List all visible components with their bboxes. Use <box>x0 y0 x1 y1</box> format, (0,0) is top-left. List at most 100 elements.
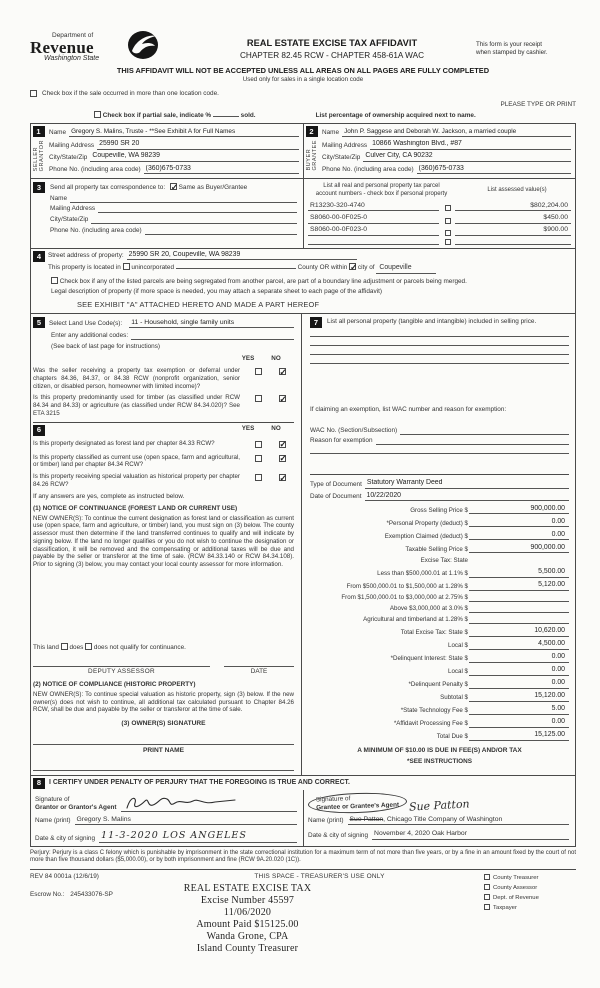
seller-csz-field[interactable]: Coupeville, WA 98239 <box>90 152 299 162</box>
same-as-buyer-checkbox[interactable] <box>169 182 178 192</box>
no-checkbox[interactable] <box>278 439 287 450</box>
tax-line-value[interactable]: 5,500.00 <box>469 568 569 578</box>
yes-checkbox[interactable] <box>254 395 262 403</box>
doc-date-field[interactable]: 10/22/2020 <box>364 492 569 502</box>
tax-line-value[interactable]: 0.00 <box>469 531 569 541</box>
please-type-or-print: PLEASE TYPE OR PRINT <box>500 100 576 108</box>
buyer-address-label: Mailing Address <box>322 141 368 149</box>
buyer-csz-field[interactable]: Culver City, CA 90232 <box>363 152 571 162</box>
no-checkbox[interactable] <box>278 453 287 464</box>
multi-location-checkbox[interactable] <box>30 89 37 97</box>
yes-checkbox[interactable] <box>254 368 262 376</box>
tax-line-value[interactable]: 5.00 <box>469 705 569 716</box>
tax-line-value[interactable]: 0.00 <box>469 518 569 528</box>
tax-line-value[interactable]: 0.00 <box>469 653 569 663</box>
land-use-field[interactable]: 11 - Household, single family units <box>129 319 294 329</box>
grantee-date-city-field[interactable]: November 4, 2020 Oak Harbor <box>372 830 569 840</box>
no-checkbox[interactable] <box>278 394 287 405</box>
parcels-box: List all real and personal property tax … <box>303 179 575 248</box>
buyer-address-field[interactable]: 10866 Washington Blvd., #87 <box>370 140 571 150</box>
no-header: NO <box>271 355 281 363</box>
city-field[interactable]: Coupeville <box>376 264 437 275</box>
assessed-value-field[interactable]: $802,204.00 <box>455 202 571 212</box>
tax-line-value[interactable]: 15,125.00 <box>469 731 569 742</box>
grantor-date-city-field[interactable]: 11-3-2020 LOS ANGELES <box>99 830 297 843</box>
grantor-name-print-field[interactable]: Gregory S. Malins <box>74 816 297 826</box>
tax-line-value[interactable] <box>469 600 569 602</box>
unincorporated-checkbox[interactable] <box>122 263 130 271</box>
does-checkbox[interactable] <box>60 642 68 650</box>
tax-line-value[interactable]: 0.00 <box>469 718 569 729</box>
print-name-line[interactable] <box>33 762 294 771</box>
buyer-name-field[interactable]: John P. Saggese and Deborah W. Jackson, … <box>342 128 571 138</box>
street-address-field[interactable]: 25990 SR 20, Coupeville, WA 98239 <box>126 251 357 261</box>
tax-line-value[interactable]: 900,000.00 <box>469 505 569 515</box>
doc-type-field[interactable]: Statutory Warranty Deed <box>364 479 569 490</box>
county-treasurer-checkbox[interactable] <box>484 874 490 881</box>
wac-field[interactable] <box>400 433 569 435</box>
personal-property-checkbox[interactable] <box>445 238 451 245</box>
segregated-checkbox[interactable] <box>51 277 58 285</box>
personal-property-checkbox[interactable] <box>445 217 451 224</box>
tax-line-label: Subtotal $ <box>440 694 468 702</box>
corr-phone-field[interactable] <box>144 233 297 235</box>
assessed-value-field[interactable]: $450.00 <box>455 214 571 224</box>
additional-codes-field[interactable] <box>131 339 294 341</box>
seller-address-field[interactable]: 25990 SR 20 <box>97 140 299 150</box>
personal-property-line[interactable] <box>310 355 569 365</box>
tax-line-value[interactable]: 5,120.00 <box>469 581 569 591</box>
parcel-number-field[interactable]: S8060-00-0F025-0 <box>308 214 439 224</box>
grantee-name-print-field[interactable]: Sue Patton, Chicago Title Company of Was… <box>347 816 569 826</box>
reason-field[interactable] <box>375 444 569 446</box>
tax-line-value[interactable]: 10,620.00 <box>469 627 569 637</box>
does-not-checkbox[interactable] <box>85 642 93 650</box>
assessor-date-line[interactable]: DATE <box>224 665 294 676</box>
dept-of-revenue-checkbox[interactable] <box>484 894 490 901</box>
tax-line-value[interactable]: 900,000.00 <box>469 544 569 554</box>
tax-line-value[interactable] <box>469 622 569 624</box>
tax-line-value[interactable]: 0.00 <box>469 666 569 677</box>
corr-name-field[interactable] <box>70 201 297 203</box>
tax-line-value[interactable]: 15,120.00 <box>469 692 569 703</box>
no-checkbox[interactable] <box>278 367 287 377</box>
tax-line-value[interactable] <box>469 611 569 613</box>
personal-property-checkbox[interactable] <box>445 205 451 212</box>
parcel-number-field[interactable]: R13230-320-4740 <box>308 202 439 212</box>
seller-phone-field[interactable]: (360)675-0733 <box>143 165 299 175</box>
question-text: Is this property receiving special valua… <box>33 473 240 488</box>
tax-line-value[interactable]: 4,500.00 <box>469 640 569 650</box>
partial-sale-percent-field[interactable] <box>212 115 239 117</box>
tax-correspondence-box: 3 Send all property tax correspondence t… <box>31 179 303 248</box>
buyer-phone-field[interactable]: (360)675-0733 <box>416 165 571 175</box>
personal-property-line[interactable] <box>310 337 569 347</box>
assessed-value-field[interactable]: $900.00 <box>455 226 571 236</box>
no-checkbox[interactable] <box>278 473 287 483</box>
parcel-number-field[interactable]: S8060-00-0F023-0 <box>308 226 439 236</box>
county-field[interactable] <box>175 268 296 270</box>
exhibit-a-text: SEE EXHIBIT "A" ATTACHED HERETO AND MADE… <box>77 300 320 310</box>
county-assessor-checkbox[interactable] <box>484 884 490 891</box>
corr-csz-field[interactable] <box>91 222 297 224</box>
parcel-number-field[interactable] <box>308 243 439 245</box>
personal-property-line[interactable] <box>310 328 569 338</box>
question-row: Is this property receiving special valua… <box>33 473 294 489</box>
reason-extra-line[interactable] <box>310 445 569 455</box>
yes-checkbox[interactable] <box>254 454 262 462</box>
tax-line-value[interactable]: 0.00 <box>469 679 569 690</box>
see-back-note: (See back of last page for instructions) <box>51 343 161 351</box>
owners-signature-line[interactable] <box>33 736 294 746</box>
assessed-value-field[interactable] <box>455 239 571 245</box>
partial-sale-checkbox[interactable] <box>94 110 101 118</box>
grantor-signature-field[interactable] <box>120 793 297 812</box>
corr-address-field[interactable] <box>98 212 297 214</box>
personal-property-checkbox[interactable] <box>445 229 451 236</box>
seller-name-field[interactable]: Gregory S. Malins, Truste - **See Exhibi… <box>69 128 299 138</box>
deputy-assessor-signature-line[interactable]: DEPUTY ASSESSOR <box>33 665 210 676</box>
grantee-signature-field[interactable]: Sue Patton <box>407 797 569 813</box>
legal-description-label: Legal description of property (if more s… <box>51 288 382 296</box>
yes-checkbox[interactable] <box>254 440 262 448</box>
personal-property-line[interactable] <box>310 346 569 356</box>
yes-checkbox[interactable] <box>254 474 262 482</box>
taxpayer-checkbox[interactable] <box>484 904 490 911</box>
city-checkbox[interactable] <box>349 262 357 273</box>
